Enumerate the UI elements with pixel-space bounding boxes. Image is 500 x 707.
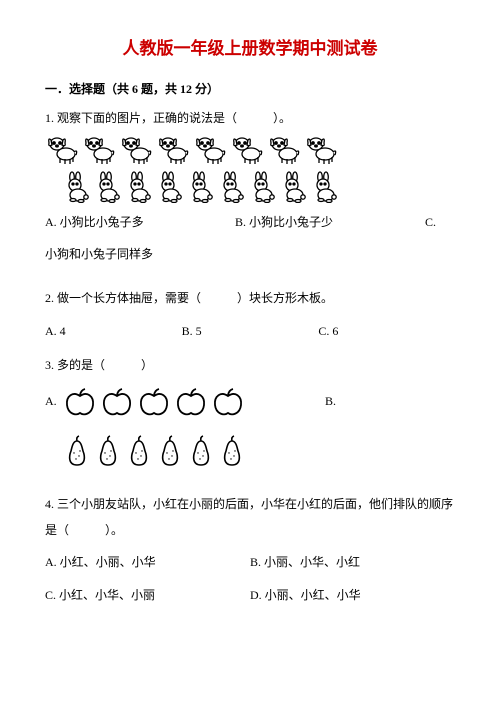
apple-icon xyxy=(137,385,171,419)
q2-opt-a: A. 4 xyxy=(45,318,182,344)
q2-text: 2. 做一个长方体抽屉，需要（ ）块长方形木板。 xyxy=(45,285,455,311)
q4-opt-a: A. 小红、小丽、小华 xyxy=(45,549,250,575)
rabbit-icon xyxy=(156,171,184,203)
apple-icon xyxy=(174,385,208,419)
pear-icon xyxy=(187,433,215,469)
q1-opt-c: C. xyxy=(425,209,455,235)
q3-text: 3. 多的是（ ） xyxy=(45,352,455,378)
pear-icon xyxy=(94,433,122,469)
q3-pears-row xyxy=(63,433,455,469)
q2-opt-c: C. 6 xyxy=(318,318,455,344)
question-3: 3. 多的是（ ） A. B. xyxy=(45,352,455,468)
rabbit-icon xyxy=(63,171,91,203)
q3-opt-b: B. xyxy=(325,392,336,411)
dog-icon xyxy=(156,135,190,165)
rabbit-icon xyxy=(218,171,246,203)
dog-icon xyxy=(230,135,264,165)
q1-opt-c-cont: 小狗和小兔子同样多 xyxy=(45,241,455,267)
pear-icon xyxy=(63,433,91,469)
section-header: 一．选择题（共 6 题，共 12 分） xyxy=(45,80,455,99)
pear-icon xyxy=(156,433,184,469)
rabbit-icon xyxy=(311,171,339,203)
dog-icon xyxy=(45,135,79,165)
q1-dogs-row xyxy=(45,135,455,165)
apple-icon xyxy=(63,385,97,419)
dog-icon xyxy=(304,135,338,165)
q1-text: 1. 观察下面的图片，正确的说法是（ ）。 xyxy=(45,109,455,128)
q3-apples-row xyxy=(63,385,245,419)
q4-opt-c: C. 小红、小华、小丽 xyxy=(45,582,250,608)
apple-icon xyxy=(100,385,134,419)
dog-icon xyxy=(267,135,301,165)
rabbit-icon xyxy=(94,171,122,203)
rabbit-icon xyxy=(125,171,153,203)
q3-opt-a: A. xyxy=(45,392,63,411)
rabbit-icon xyxy=(249,171,277,203)
rabbit-icon xyxy=(187,171,215,203)
pear-icon xyxy=(125,433,153,469)
question-1: 1. 观察下面的图片，正确的说法是（ ）。 xyxy=(45,109,455,267)
question-4: 4. 三个小朋友站队，小红在小丽的后面，小华在小红的后面，他们排队的顺序是（ ）… xyxy=(45,491,455,609)
question-2: 2. 做一个长方体抽屉，需要（ ）块长方形木板。 A. 4 B. 5 C. 6 xyxy=(45,285,455,344)
q1-opt-a: A. 小狗比小兔子多 xyxy=(45,209,235,235)
apple-icon xyxy=(211,385,245,419)
q2-opt-b: B. 5 xyxy=(182,318,319,344)
q1-opt-b: B. 小狗比小兔子少 xyxy=(235,209,425,235)
q1-rabbits-row xyxy=(63,171,455,203)
page-title: 人教版一年级上册数学期中测试卷 xyxy=(45,35,455,62)
q4-opt-d: D. 小丽、小红、小华 xyxy=(250,582,455,608)
dog-icon xyxy=(119,135,153,165)
dog-icon xyxy=(193,135,227,165)
q4-text: 4. 三个小朋友站队，小红在小丽的后面，小华在小红的后面，他们排队的顺序是（ ）… xyxy=(45,491,455,544)
pear-icon xyxy=(218,433,246,469)
q4-opt-b: B. 小丽、小华、小红 xyxy=(250,549,455,575)
rabbit-icon xyxy=(280,171,308,203)
dog-icon xyxy=(82,135,116,165)
